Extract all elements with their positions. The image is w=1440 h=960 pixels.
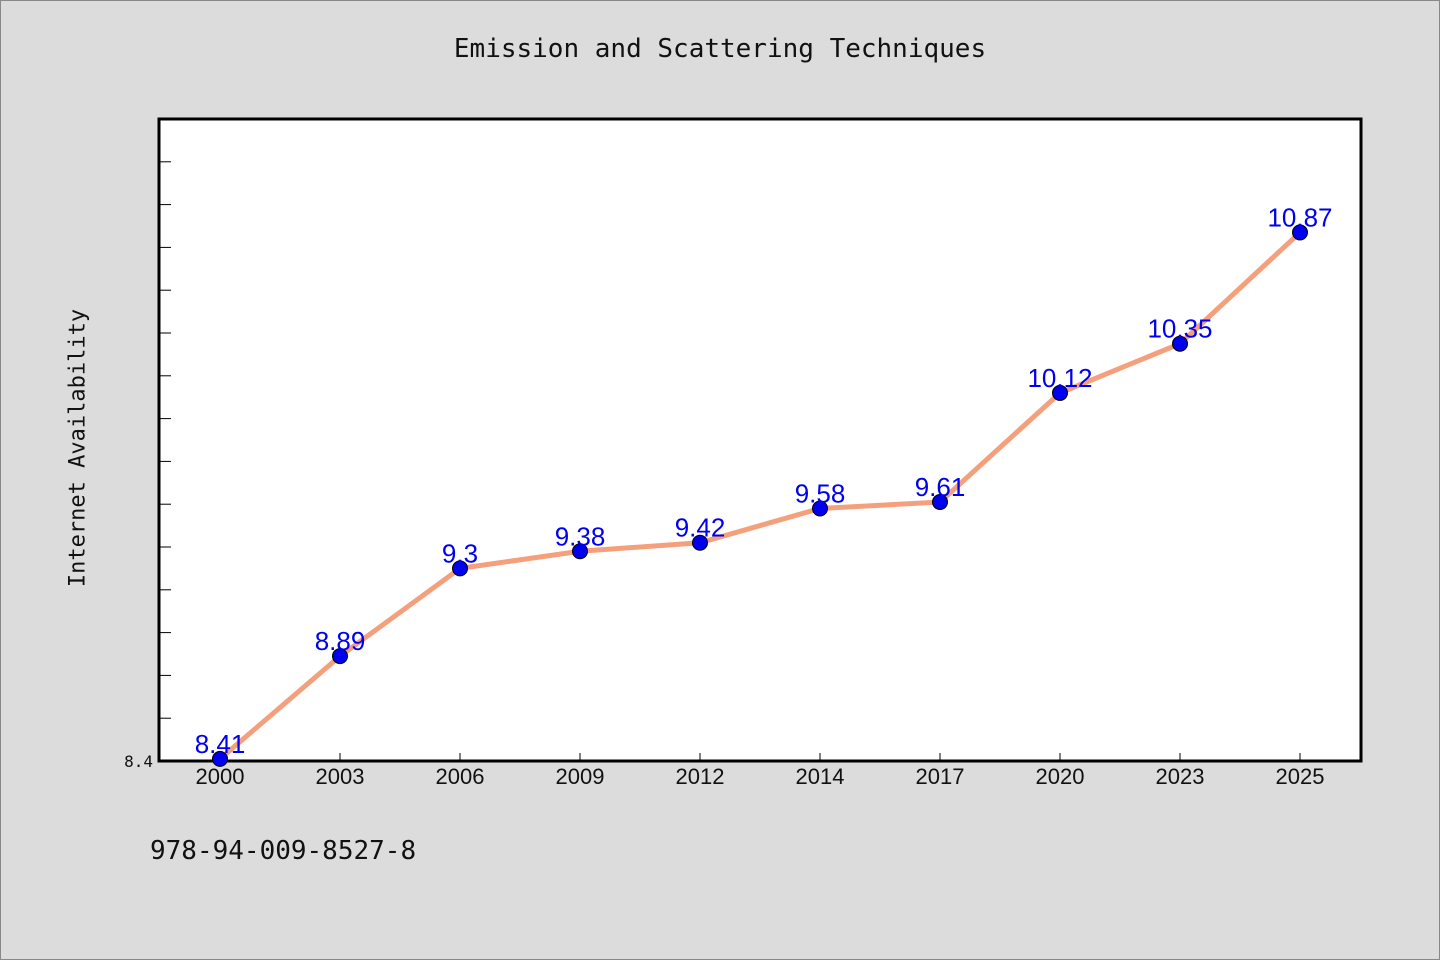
data-series: 8.41 8.89 9.3 9.38 9.42 9.58 9.61 10.12 10.35 10.…	[195, 202, 1333, 767]
data-point	[452, 560, 468, 577]
x-tick-label: 2025	[1276, 764, 1325, 789]
data-point	[1292, 224, 1308, 241]
data-label: 9.58	[795, 478, 846, 508]
y-axis-ticks: 8.4	[124, 118, 171, 771]
data-label: 9.42	[675, 513, 726, 543]
y-tick-label: 8.4	[124, 752, 153, 771]
data-point	[332, 648, 348, 665]
x-tick-label: 2017	[916, 764, 965, 789]
data-label: 8.41	[195, 729, 246, 759]
data-point	[692, 534, 708, 551]
chart-title: Emission and Scattering Techniques	[453, 34, 987, 64]
data-label: 9.3	[442, 538, 478, 568]
x-axis-ticks: 2000 2003 2006 2009 2012 2014 2017 2020 2023 2025	[196, 753, 1325, 789]
x-tick-label: 2000	[196, 764, 245, 789]
data-point	[932, 494, 948, 511]
data-label: 10.35	[1147, 314, 1212, 344]
x-tick-label: 2020	[1036, 764, 1085, 789]
isbn-footnote: 978-94-009-8527-8	[150, 836, 417, 866]
x-tick-label: 2003	[316, 764, 365, 789]
series-line	[217, 229, 1303, 762]
data-point	[212, 750, 228, 767]
data-label: 10.87	[1267, 202, 1332, 232]
data-label: 9.61	[915, 472, 966, 502]
data-point	[1052, 384, 1068, 401]
x-tick-label: 2009	[556, 764, 605, 789]
x-tick-label: 2012	[676, 764, 725, 789]
x-tick-label: 2023	[1156, 764, 1205, 789]
data-label: 10.12	[1027, 363, 1092, 393]
data-point	[572, 543, 588, 560]
data-label: 9.38	[555, 521, 606, 551]
x-tick-label: 2006	[436, 764, 485, 789]
data-label: 8.89	[315, 626, 366, 656]
data-point	[812, 500, 828, 517]
data-point	[1172, 335, 1188, 352]
x-tick-label: 2014	[796, 764, 845, 789]
plot-area	[157, 117, 1363, 763]
